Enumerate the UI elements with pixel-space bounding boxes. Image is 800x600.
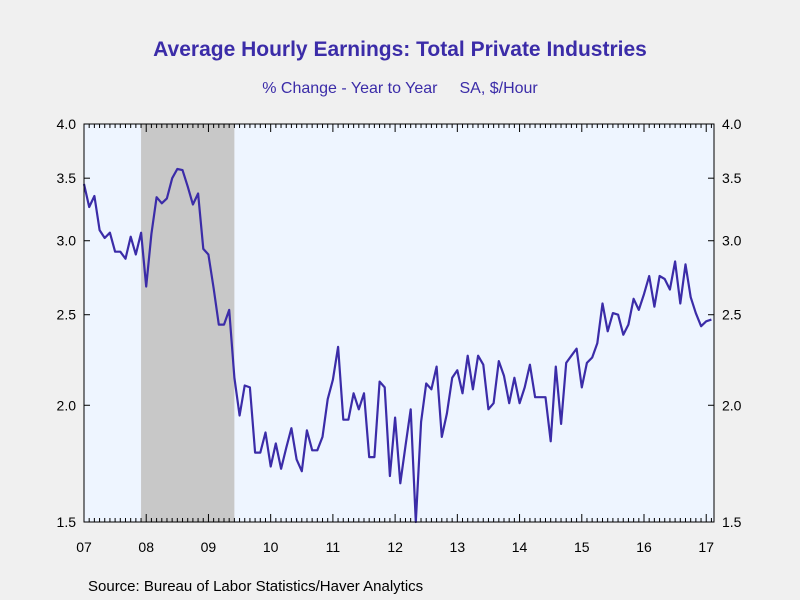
x-tick-label: 10 <box>263 539 279 555</box>
y-tick-label-right: 3.5 <box>722 170 742 186</box>
subtitle-right: SA, $/Hour <box>459 80 538 97</box>
y-tick-label-left: 1.5 <box>57 514 77 530</box>
x-tick-label: 09 <box>201 539 217 555</box>
x-tick-label: 11 <box>326 539 341 555</box>
x-tick-label: 08 <box>138 539 154 555</box>
y-tick-label-right: 3.0 <box>722 233 742 249</box>
y-axis-right-labels: 1.5 2.0 2.5 3.0 3.5 4.0 <box>722 116 742 530</box>
x-tick-label: 16 <box>636 539 652 555</box>
y-tick-label-left: 4.0 <box>57 116 77 132</box>
subtitle-left: % Change - Year to Year <box>262 80 438 97</box>
y-tick-label-left: 3.5 <box>57 170 77 186</box>
y-tick-label-right: 2.5 <box>722 307 742 323</box>
y-axis-left-labels: 1.5 2.0 2.5 3.0 3.5 4.0 <box>57 116 77 530</box>
x-tick-label: 15 <box>574 539 590 555</box>
series-line <box>82 167 712 524</box>
y-tick-label-left: 2.0 <box>57 397 77 413</box>
plot-frame <box>83 123 715 523</box>
y-tick-label-left: 2.5 <box>57 307 77 323</box>
source-note: Source: Bureau of Labor Statistics/Haver… <box>88 578 424 595</box>
chart-subtitle: % Change - Year to Year SA, $/Hour <box>0 80 800 98</box>
x-tick-label: 14 <box>512 539 528 555</box>
y-tick-label-left: 3.0 <box>57 233 77 249</box>
x-tick-label: 12 <box>387 539 403 555</box>
x-axis-labels: 07 08 09 10 11 12 13 14 15 16 17 <box>76 539 714 555</box>
x-tick-label: 07 <box>76 539 92 555</box>
y-tick-label-right: 1.5 <box>722 514 742 530</box>
y-tick-label-right: 4.0 <box>722 116 742 132</box>
x-tick-label: 17 <box>698 539 714 555</box>
x-tick-label: 13 <box>450 539 466 555</box>
y-tick-label-right: 2.0 <box>722 397 742 413</box>
chart-title: Average Hourly Earnings: Total Private I… <box>153 38 647 61</box>
